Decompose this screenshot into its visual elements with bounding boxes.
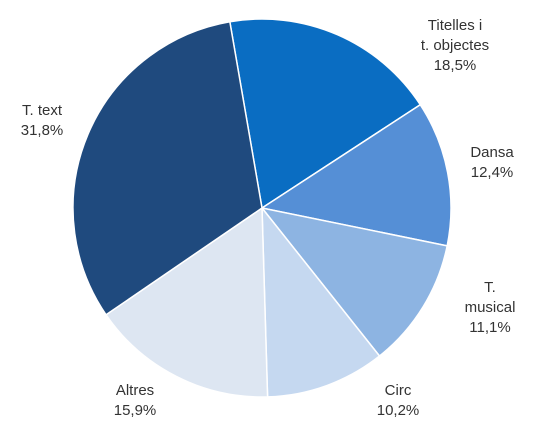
category-label: Dansa — [470, 144, 514, 161]
value-label: 31,8% — [20, 122, 64, 139]
value-label: 18,5% — [433, 57, 477, 74]
pie-slice — [261, 205, 381, 398]
slice-label: Circ 10,2% — [377, 381, 420, 421]
category-label: T. musical — [464, 279, 516, 316]
pie-slice — [72, 20, 263, 316]
pie-slice — [228, 18, 422, 210]
slice-label: Dansa 12,4% — [470, 143, 513, 183]
category-label: Titelles i t. objectes — [420, 17, 490, 54]
category-label: T. text — [21, 102, 63, 119]
slice-label: T. text 31,8% — [21, 101, 64, 141]
slice-label: Titelles i t. objectes 18,5% — [421, 16, 489, 76]
pie-slice — [260, 103, 452, 247]
slice-label: T. musical 11,1% — [465, 278, 516, 338]
category-label: Altres — [115, 382, 155, 399]
slice-label: Altres 15,9% — [114, 381, 157, 421]
value-label: 12,4% — [470, 164, 514, 181]
value-label: 15,9% — [113, 402, 157, 419]
category-label: Circ — [384, 382, 412, 399]
pie-slice — [260, 206, 449, 358]
value-label: 10,2% — [376, 402, 420, 419]
value-label: 11,1% — [469, 319, 511, 336]
pie-slice — [105, 206, 269, 398]
